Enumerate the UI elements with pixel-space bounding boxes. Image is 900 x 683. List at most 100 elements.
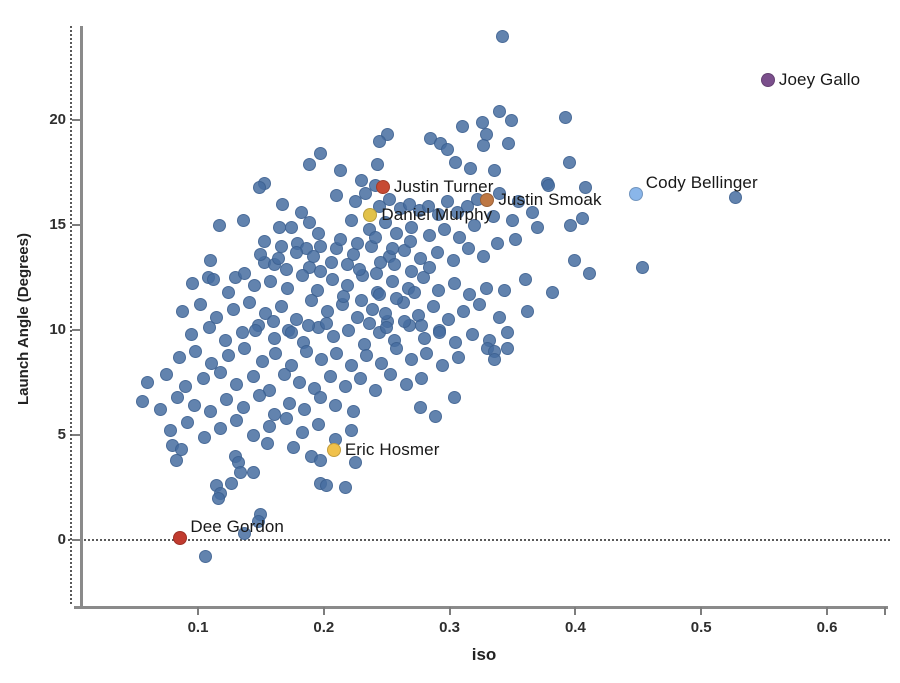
data-point (230, 378, 244, 392)
data-point (212, 218, 226, 232)
player-point (375, 180, 390, 195)
data-point (278, 367, 292, 381)
data-point (230, 413, 244, 427)
data-point (378, 306, 392, 320)
data-point (438, 222, 452, 236)
data-point (236, 401, 250, 415)
data-point (416, 271, 430, 284)
data-point (254, 247, 268, 261)
data-point (390, 342, 404, 356)
data-point (362, 317, 376, 331)
data-point (407, 285, 421, 299)
data-point (196, 371, 210, 385)
data-point (390, 226, 404, 240)
data-point (312, 226, 326, 240)
data-point (136, 394, 150, 408)
data-point (251, 514, 265, 528)
data-point (460, 199, 474, 213)
data-point (558, 111, 572, 125)
data-point (313, 453, 327, 467)
data-point (479, 281, 493, 295)
data-point (465, 327, 479, 341)
player-label: Cody Bellinger (645, 172, 758, 192)
data-point (400, 378, 414, 392)
data-point (172, 350, 186, 364)
data-point (477, 138, 491, 152)
data-point (337, 289, 351, 303)
data-point (264, 275, 278, 289)
data-point (421, 199, 435, 213)
data-point (498, 283, 512, 297)
y-tick-label: 0 (57, 531, 66, 548)
data-point (488, 163, 502, 177)
data-point (312, 418, 326, 431)
data-point (360, 348, 374, 362)
data-point (348, 195, 362, 209)
data-point (253, 388, 267, 402)
data-point (422, 260, 436, 274)
data-point (163, 424, 177, 438)
data-point (353, 371, 367, 385)
data-point (249, 323, 263, 337)
player-label: Daniel Murphy (381, 204, 493, 224)
data-point (221, 348, 235, 362)
data-point (263, 420, 277, 434)
data-point (386, 275, 400, 289)
data-point (248, 279, 262, 293)
x-axis-tick (197, 607, 199, 615)
data-point (141, 376, 155, 389)
data-point (448, 390, 462, 404)
data-point (382, 193, 396, 207)
data-point (333, 233, 347, 247)
data-point (366, 302, 380, 316)
data-point (342, 323, 356, 337)
data-point (546, 285, 560, 299)
data-point (390, 292, 404, 305)
data-point (464, 161, 478, 175)
data-point (338, 481, 352, 494)
data-point (170, 453, 184, 467)
data-point (344, 359, 358, 373)
data-point (319, 317, 333, 331)
data-point (372, 199, 386, 213)
data-point (495, 29, 509, 43)
data-point (420, 346, 434, 360)
data-point (214, 422, 228, 436)
data-point (304, 294, 318, 308)
y-tick-label: 20 (49, 111, 66, 128)
y-axis-tick (72, 329, 80, 331)
data-point (328, 399, 342, 413)
data-point (477, 250, 491, 263)
data-point (449, 155, 463, 169)
data-point (372, 134, 386, 148)
x-axis-line (74, 606, 888, 609)
data-point (279, 262, 293, 276)
data-point (405, 264, 419, 278)
data-point (508, 233, 522, 247)
data-point (463, 287, 477, 301)
data-point (260, 436, 274, 450)
data-point (313, 239, 327, 253)
data-point (295, 268, 309, 282)
data-point (323, 369, 337, 383)
data-point (253, 180, 267, 194)
x-tick-label: 0.1 (187, 619, 209, 636)
data-point (272, 252, 285, 266)
data-point (295, 426, 309, 440)
data-point (303, 157, 317, 171)
data-point (429, 409, 443, 423)
x-tick-label: 0.3 (439, 619, 461, 636)
data-point (171, 390, 185, 404)
data-point (204, 405, 218, 419)
player-label: Eric Hosmer (344, 439, 440, 459)
data-point (329, 346, 343, 360)
data-point (206, 273, 220, 287)
y-axis-line (80, 26, 83, 608)
data-point (236, 214, 250, 228)
player-point (760, 73, 775, 88)
data-point (368, 231, 382, 245)
data-point (453, 231, 467, 245)
data-point (490, 237, 504, 251)
data-point (284, 220, 298, 234)
